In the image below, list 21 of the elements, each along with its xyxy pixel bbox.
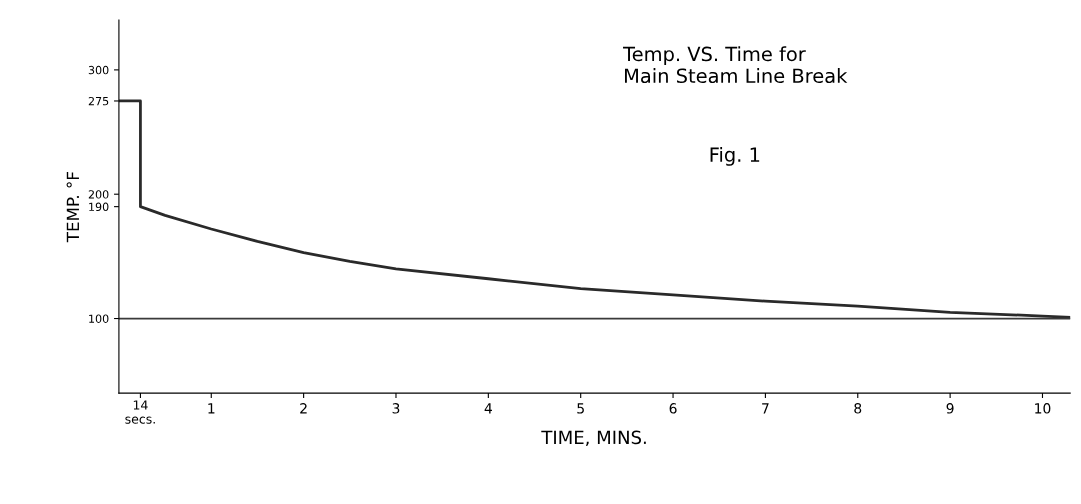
x-tick-label: 2	[300, 403, 307, 414]
x-tick-label: 6	[669, 403, 677, 414]
y-tick-label: 300	[88, 65, 109, 75]
x-tick-label: 7	[762, 403, 769, 414]
text: 14 secs.	[125, 400, 155, 424]
y-axis-title: TEMP. °F	[66, 172, 79, 243]
x-tick-label: 5	[577, 403, 584, 414]
x-tick-label: 1	[208, 403, 215, 414]
y-tick-label: 275	[88, 96, 109, 106]
x-tick-label: 10	[1035, 403, 1051, 414]
x-tick-label: 3	[392, 403, 400, 414]
text: Temp. VS. Time for Main Steam Line Break	[623, 46, 848, 84]
x-tick-label: 8	[854, 403, 862, 414]
annotation: Fig. 1	[710, 146, 760, 166]
y-tick-label: 200	[88, 190, 109, 199]
x-axis-title: TIME, MINS.	[541, 430, 646, 446]
y-tick-label: 190	[89, 202, 109, 212]
x-tick-label: 9	[946, 403, 954, 414]
y-tick-label: 100	[89, 314, 109, 323]
x-tick-label: 4	[484, 403, 492, 414]
line-series	[118, 99, 1071, 319]
